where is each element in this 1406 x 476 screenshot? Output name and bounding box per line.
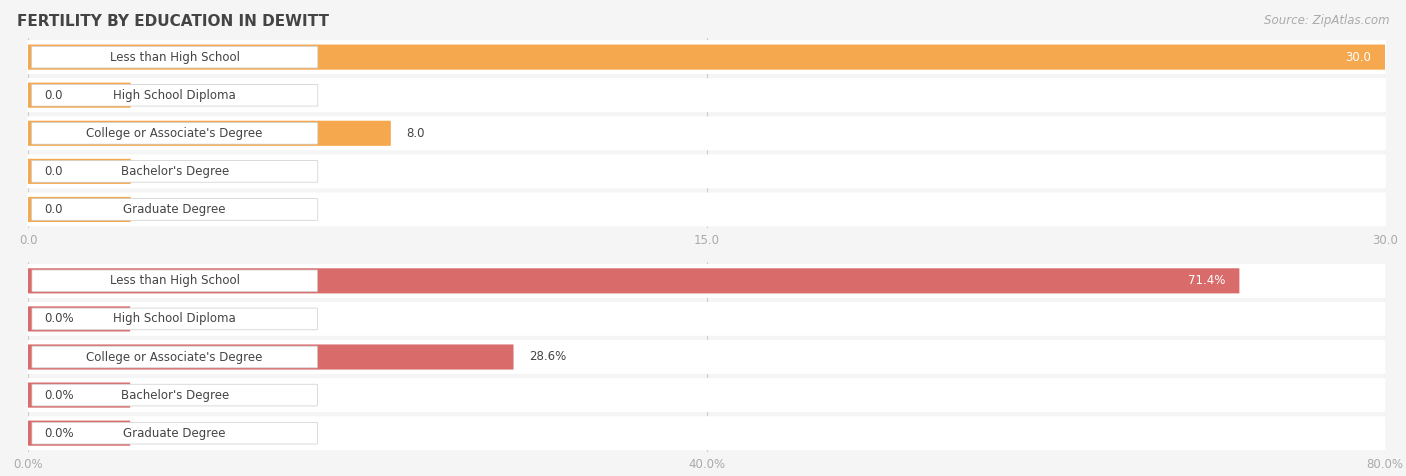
Text: 30.0: 30.0	[1346, 50, 1371, 64]
FancyBboxPatch shape	[28, 378, 1385, 412]
FancyBboxPatch shape	[31, 160, 318, 182]
Text: 8.0: 8.0	[406, 127, 425, 140]
FancyBboxPatch shape	[31, 122, 318, 144]
Text: College or Associate's Degree: College or Associate's Degree	[86, 127, 263, 140]
FancyBboxPatch shape	[27, 197, 131, 222]
FancyBboxPatch shape	[28, 307, 131, 331]
Text: Less than High School: Less than High School	[110, 50, 239, 64]
FancyBboxPatch shape	[28, 268, 1240, 293]
FancyBboxPatch shape	[28, 383, 131, 407]
Text: High School Diploma: High School Diploma	[114, 312, 236, 326]
FancyBboxPatch shape	[32, 308, 318, 330]
FancyBboxPatch shape	[28, 421, 131, 446]
FancyBboxPatch shape	[31, 198, 318, 220]
FancyBboxPatch shape	[27, 154, 1386, 188]
FancyBboxPatch shape	[32, 422, 318, 444]
FancyBboxPatch shape	[27, 40, 1386, 74]
FancyBboxPatch shape	[27, 121, 391, 146]
Text: Bachelor's Degree: Bachelor's Degree	[121, 388, 229, 402]
Text: 0.0: 0.0	[45, 203, 63, 216]
FancyBboxPatch shape	[27, 192, 1386, 227]
FancyBboxPatch shape	[32, 346, 318, 368]
FancyBboxPatch shape	[28, 264, 1385, 298]
FancyBboxPatch shape	[28, 416, 1385, 450]
Text: FERTILITY BY EDUCATION IN DEWITT: FERTILITY BY EDUCATION IN DEWITT	[17, 14, 329, 30]
Text: Graduate Degree: Graduate Degree	[124, 426, 226, 440]
Text: 0.0: 0.0	[45, 165, 63, 178]
FancyBboxPatch shape	[32, 384, 318, 406]
Text: Source: ZipAtlas.com: Source: ZipAtlas.com	[1264, 14, 1389, 27]
FancyBboxPatch shape	[27, 116, 1386, 150]
FancyBboxPatch shape	[32, 270, 318, 292]
FancyBboxPatch shape	[31, 46, 318, 68]
Text: 0.0%: 0.0%	[45, 312, 75, 326]
Text: 71.4%: 71.4%	[1188, 274, 1226, 288]
Text: 28.6%: 28.6%	[530, 350, 567, 364]
FancyBboxPatch shape	[27, 45, 1386, 69]
Text: Bachelor's Degree: Bachelor's Degree	[121, 165, 229, 178]
Text: College or Associate's Degree: College or Associate's Degree	[86, 350, 263, 364]
Text: 0.0: 0.0	[45, 89, 63, 102]
FancyBboxPatch shape	[27, 83, 131, 108]
Text: Less than High School: Less than High School	[110, 274, 239, 288]
FancyBboxPatch shape	[28, 340, 1385, 374]
Text: 0.0%: 0.0%	[45, 426, 75, 440]
Text: 0.0%: 0.0%	[45, 388, 75, 402]
FancyBboxPatch shape	[28, 302, 1385, 336]
FancyBboxPatch shape	[28, 345, 513, 369]
FancyBboxPatch shape	[27, 78, 1386, 112]
Text: Graduate Degree: Graduate Degree	[124, 203, 226, 216]
FancyBboxPatch shape	[31, 84, 318, 106]
FancyBboxPatch shape	[27, 159, 131, 184]
Text: High School Diploma: High School Diploma	[114, 89, 236, 102]
